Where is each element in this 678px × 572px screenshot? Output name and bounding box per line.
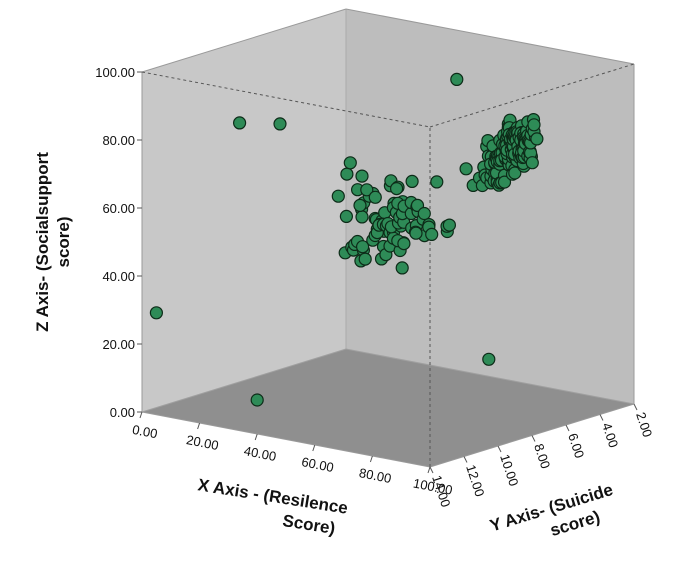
data-point: [233, 116, 247, 130]
data-points: [149, 72, 544, 407]
x-tick-label: 80.00: [358, 465, 393, 486]
x-tick-label: 100.00: [412, 475, 454, 497]
y-tick-mark: [633, 403, 638, 411]
data-point: [482, 352, 496, 366]
data-point: [409, 226, 423, 240]
y-tick-label: 8.00: [531, 442, 553, 471]
x-tick-mark: [139, 411, 143, 419]
x-tick-label: 20.00: [185, 432, 220, 453]
data-point: [250, 393, 264, 407]
data-point: [525, 156, 539, 170]
x-tick-mark: [369, 455, 373, 463]
data-point: [353, 198, 367, 212]
data-point: [508, 166, 522, 180]
y-tick-label: 4.00: [599, 421, 621, 450]
data-point: [459, 162, 473, 176]
data-point: [442, 218, 456, 232]
y-tick-mark: [497, 445, 502, 453]
data-point: [390, 182, 404, 196]
x-axis-title-line: Score): [281, 511, 336, 538]
data-point: [339, 209, 353, 223]
y-tick-label: 2.00: [633, 410, 655, 439]
z-axis-title-line: score): [54, 216, 73, 267]
chart-box-panels: [141, 8, 635, 468]
x-tick-label: 0.00: [131, 422, 159, 442]
x-tick-mark: [427, 466, 431, 474]
z-tick-label: 40.00: [102, 269, 135, 284]
z-tick-label: 0.00: [110, 405, 135, 420]
y-tick-mark: [429, 466, 434, 474]
x-tick-label: 60.00: [300, 454, 335, 475]
box-edge: [141, 411, 431, 468]
data-point: [430, 175, 444, 189]
tick-labels: 0.00 20.00 40.00 60.00 80.00 100.00 0.00 20.00 4…: [95, 65, 655, 509]
data-point: [405, 174, 419, 188]
x-axis-title-line: X Axis - (Resilence: [197, 475, 350, 517]
y-tick-mark: [565, 424, 570, 432]
inner-edge: [345, 348, 635, 405]
data-point: [497, 175, 512, 189]
y-tick-mark: [599, 414, 604, 421]
data-point: [331, 189, 345, 203]
x-tick-mark: [254, 433, 258, 441]
z-tick-label: 20.00: [102, 337, 135, 352]
data-point: [356, 240, 370, 254]
y-tick-mark: [463, 456, 468, 463]
data-point: [355, 169, 369, 183]
box-edge: [345, 8, 635, 65]
y-axis-title: Y Axis- (Suicidescore): [488, 480, 622, 556]
z-tick-label: 80.00: [102, 133, 135, 148]
data-point: [395, 261, 409, 275]
data-point: [425, 227, 439, 241]
data-point: [273, 117, 287, 131]
y-tick-label: 12.00: [463, 463, 487, 499]
z-tick-label: 60.00: [102, 201, 135, 216]
data-point: [450, 72, 464, 87]
data-point: [355, 210, 369, 224]
data-point: [417, 206, 431, 221]
y-tick-label: 6.00: [565, 431, 587, 460]
data-point: [149, 306, 163, 320]
back-wall: [142, 9, 346, 412]
z-tick-label: 100.00: [95, 65, 135, 80]
z-axis-title-line: Z Axis- (Socialsupport: [33, 152, 52, 332]
x-tick-mark: [312, 444, 316, 452]
box-dashed-edge: [141, 71, 431, 128]
box-edge: [141, 8, 347, 73]
x-tick-mark: [197, 422, 201, 430]
inner-edge: [141, 348, 347, 413]
data-point: [360, 183, 374, 197]
z-axis-title: Z Axis- (Socialsupport score): [33, 152, 73, 332]
side-wall: [346, 9, 634, 404]
y-tick-mark: [531, 435, 536, 442]
data-point: [527, 118, 541, 132]
data-point: [343, 156, 357, 170]
data-point: [340, 167, 354, 181]
data-point: [368, 190, 382, 204]
data-point: [358, 252, 372, 266]
data-point: [397, 237, 411, 251]
floor: [142, 349, 634, 467]
x-axis-title: X Axis - (ResilenceScore): [193, 475, 349, 539]
data-point: [530, 132, 544, 146]
y-tick-label: 10.00: [497, 452, 521, 488]
x-tick-label: 40.00: [243, 443, 278, 464]
